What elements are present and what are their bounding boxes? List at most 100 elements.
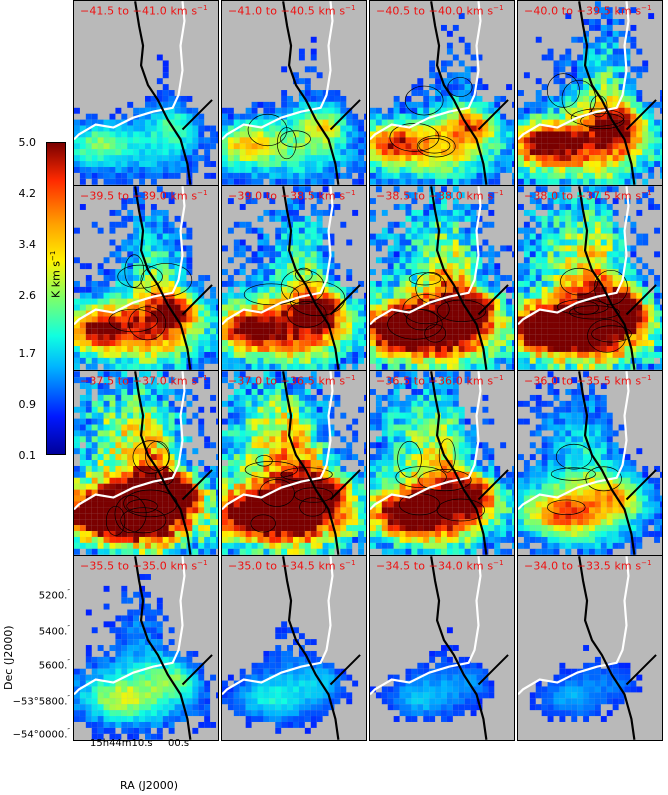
- heatmap-cell: [127, 269, 134, 276]
- heatmap-cell: [636, 304, 643, 311]
- heatmap-cell: [458, 143, 465, 150]
- heatmap-cell: [168, 198, 175, 205]
- heatmap-cell: [198, 334, 205, 341]
- heatmap-cell: [174, 161, 181, 167]
- heatmap-cell: [393, 310, 400, 317]
- heatmap-cell: [452, 322, 459, 329]
- heatmap-cell: [227, 460, 234, 466]
- heatmap-cell: [352, 322, 359, 329]
- heatmap-cell: [364, 465, 366, 472]
- heatmap-cell: [541, 316, 548, 323]
- heatmap-cell: [97, 536, 104, 543]
- heatmap-cell: [446, 30, 453, 37]
- heatmap-cell: [464, 178, 471, 185]
- heatmap-cell: [298, 54, 305, 61]
- heatmap-cell: [506, 304, 513, 311]
- heatmap-cell: [269, 215, 276, 222]
- heatmap-cell: [304, 316, 311, 323]
- heatmap-cell: [79, 501, 86, 508]
- heatmap-cell: [446, 125, 453, 132]
- heatmap-cell: [494, 178, 501, 185]
- heatmap-cell: [156, 257, 163, 264]
- heatmap-cell: [660, 161, 662, 167]
- heatmap-cell: [506, 322, 513, 329]
- heatmap-cell: [192, 340, 199, 347]
- heatmap-cell: [275, 149, 282, 156]
- heatmap-cell: [298, 95, 305, 102]
- heatmap-cell: [115, 334, 122, 341]
- heatmap-cell: [298, 465, 305, 472]
- heatmap-cell: [541, 334, 548, 341]
- heatmap-cell: [654, 101, 661, 108]
- heatmap-cell: [612, 54, 619, 61]
- heatmap-cell: [222, 172, 228, 179]
- heatmap-cell: [127, 275, 134, 281]
- heatmap-cell: [180, 257, 187, 264]
- heatmap-cell: [606, 221, 613, 228]
- heatmap-cell: [452, 72, 459, 79]
- heatmap-cell: [452, 166, 459, 173]
- heatmap-cell: [121, 221, 128, 228]
- heatmap-cell: [458, 322, 465, 329]
- heatmap-cell: [529, 119, 536, 126]
- heatmap-cell: [275, 430, 282, 437]
- heatmap-cell: [375, 233, 382, 240]
- heatmap-cell: [630, 334, 637, 341]
- heatmap-cell: [281, 90, 288, 96]
- heatmap-cell: [186, 322, 193, 329]
- heatmap-cell: [287, 178, 294, 185]
- heatmap-cell: [281, 340, 288, 347]
- heatmap-cell: [222, 245, 228, 252]
- heatmap-cell: [464, 227, 471, 234]
- heatmap-cell: [316, 137, 323, 144]
- heatmap-cell: [346, 316, 353, 323]
- heatmap-cell: [139, 536, 146, 543]
- heatmap-cell: [370, 113, 376, 120]
- heatmap-cell: [233, 269, 240, 276]
- heatmap-cell: [423, 95, 430, 102]
- heatmap-cell: [630, 84, 637, 91]
- heatmap-cell: [417, 310, 424, 317]
- heatmap-cell: [630, 269, 637, 276]
- heatmap-cell: [222, 304, 228, 311]
- heatmap-cell: [660, 357, 662, 364]
- heatmap-cell: [541, 346, 548, 352]
- heatmap-cell: [121, 239, 128, 246]
- heatmap-cell: [636, 161, 643, 167]
- heatmap-cell: [559, 143, 566, 150]
- heatmap-cell: [583, 269, 590, 276]
- heatmap-cell: [74, 257, 80, 264]
- heatmap-cell: [150, 454, 157, 461]
- heatmap-cell: [435, 113, 442, 120]
- heatmap-cell: [145, 286, 151, 293]
- heatmap-cell: [216, 346, 218, 352]
- heatmap-cell: [156, 495, 163, 502]
- heatmap-cell: [139, 460, 146, 466]
- heatmap-cell: [535, 340, 542, 347]
- heatmap-cell: [624, 54, 631, 61]
- heatmap-cell: [79, 436, 86, 443]
- heatmap-cell: [204, 383, 211, 390]
- heatmap-cell: [405, 95, 412, 102]
- heatmap-cell: [594, 351, 601, 358]
- heatmap-cell: [222, 143, 228, 150]
- heatmap-cell: [464, 363, 471, 370]
- heatmap-cell: [103, 406, 110, 413]
- heatmap-cell: [109, 125, 116, 132]
- heatmap-cell: [115, 394, 122, 401]
- heatmap-cell: [630, 24, 637, 31]
- heatmap-cell: [174, 143, 181, 150]
- heatmap-cell: [281, 178, 288, 185]
- heatmap-cell: [464, 113, 471, 120]
- heatmap-cell: [482, 328, 489, 335]
- heatmap-cell: [204, 536, 211, 543]
- heatmap-cell: [245, 275, 252, 281]
- heatmap-cell: [162, 215, 169, 222]
- heatmap-cell: [340, 137, 347, 144]
- heatmap-cell: [642, 149, 649, 156]
- heatmap-cell: [364, 328, 366, 335]
- heatmap-cell: [464, 66, 471, 73]
- heatmap-cell: [405, 119, 412, 126]
- heatmap-cell: [121, 442, 128, 449]
- heatmap-cell: [476, 280, 483, 287]
